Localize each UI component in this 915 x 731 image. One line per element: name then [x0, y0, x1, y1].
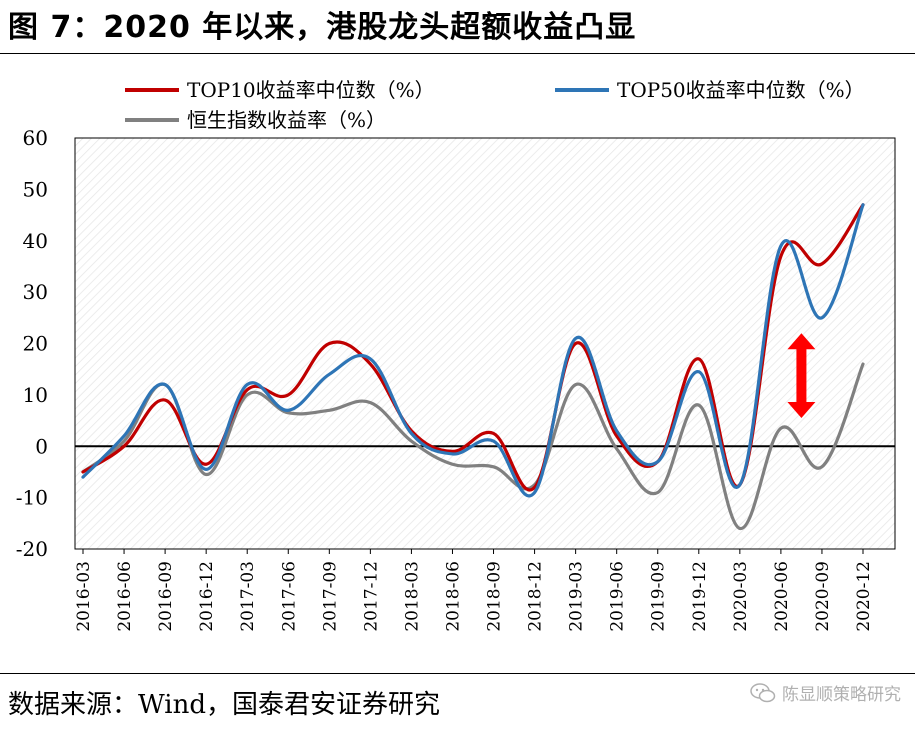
x-tick-label: 2018-09: [485, 561, 505, 632]
x-tick-label: 2018-03: [402, 561, 422, 632]
x-tick-label: 2018-06: [443, 561, 463, 632]
legend-item-hsi-label: 恒生指数收益率（%）: [187, 108, 386, 132]
y-tick-label: 30: [23, 280, 48, 304]
watermark: 陈显顺策略研究: [750, 680, 901, 705]
plot-area: [74, 137, 896, 550]
x-tick-label: 2019-09: [649, 561, 669, 632]
x-tick-label: 2020-06: [772, 561, 792, 632]
legend-item-top10-label: TOP10收益率中位数（%）: [187, 78, 435, 102]
x-tick-label: 2016-06: [115, 561, 135, 632]
bottom-rule: [0, 673, 915, 674]
series-group: [81, 203, 865, 531]
x-tick-label: 2020-03: [731, 561, 751, 632]
legend-item-top50-label: TOP50收益率中位数（%）: [617, 78, 865, 102]
x-tick-label: 2016-12: [197, 561, 217, 632]
series-line-hsi: [81, 362, 865, 531]
series-line-top50: [81, 203, 865, 498]
y-tick-label: -20: [16, 537, 48, 561]
x-axis: 2016-03 2016-06 2016-09 2016-12 2017-03 2017-…: [74, 549, 874, 632]
x-tick-label: 2016-03: [74, 561, 94, 632]
x-tick-label: 2020-12: [854, 561, 874, 632]
x-tick-label: 2019-12: [690, 561, 710, 632]
y-tick-label: 20: [23, 332, 48, 356]
x-tick-label: 2018-12: [526, 561, 546, 632]
y-tick-label: 40: [23, 229, 48, 253]
x-tick-label: 2019-03: [567, 561, 587, 632]
legend: TOP10收益率中位数（%） TOP50收益率中位数（%） 恒生指数收益率（%）: [125, 78, 865, 132]
top-rule: [0, 53, 915, 54]
y-tick-label: 10: [23, 383, 48, 407]
watermark-text: 陈显顺策略研究: [782, 685, 901, 705]
y-tick-label: -10: [16, 486, 48, 510]
y-tick-label: 50: [23, 177, 48, 201]
figure-title: 图 7：2020 年以来，港股龙头超额收益凸显: [8, 10, 637, 45]
x-tick-label: 2017-06: [279, 561, 299, 632]
x-tick-label: 2020-09: [813, 561, 833, 632]
x-tick-label: 2017-12: [361, 561, 381, 632]
y-tick-label: 60: [23, 126, 48, 150]
y-tick-label: 0: [35, 434, 48, 458]
source-note: 数据来源：Wind，国泰君安证券研究: [8, 690, 440, 720]
x-tick-label: 2017-09: [320, 561, 340, 632]
x-tick-label: 2019-06: [608, 561, 628, 632]
y-axis: -20 -10 0 10 20 30 40 50 60: [16, 126, 48, 561]
x-tick-label: 2016-09: [156, 561, 176, 632]
double-arrow-icon: [787, 333, 816, 418]
x-tick-label: 2017-03: [238, 561, 258, 632]
wechat-icon: [750, 682, 776, 702]
